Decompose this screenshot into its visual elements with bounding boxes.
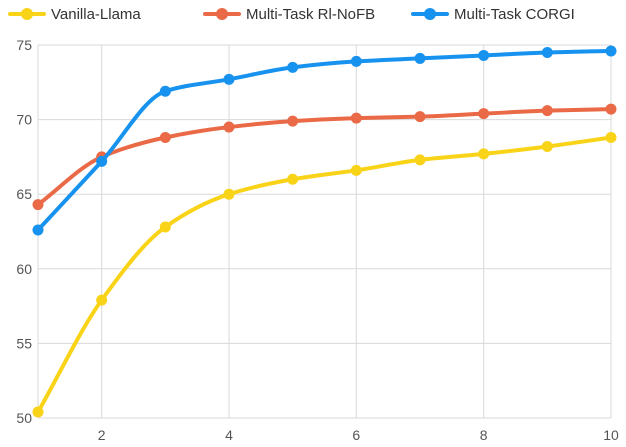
data-point [605,45,617,57]
data-point [414,111,426,123]
data-point [541,46,553,58]
legend-swatch-dot [424,8,436,20]
y-tick-label: 50 [16,410,32,426]
series-line [36,48,613,233]
legend-item: Vanilla-Llama [8,6,141,23]
data-point [223,188,235,200]
y-tick-label: 70 [16,112,32,128]
data-point [478,148,490,160]
data-point [32,406,44,418]
data-point [287,115,299,127]
legend-label: Multi-Task CORGI [454,6,575,23]
y-tick-label: 55 [16,335,32,351]
series-multi-task-rl-nofb [32,103,617,211]
x-tick-label: 8 [480,427,488,443]
data-point [96,155,108,167]
data-point [605,132,617,144]
data-point [350,55,362,67]
data-point [159,221,171,233]
series-line [36,107,613,207]
data-point [414,52,426,64]
data-point [96,294,108,306]
legend-swatch-dot [216,8,228,20]
x-tick-label: 10 [603,427,619,443]
axis-tick-labels: 50 55 60 65 70 75 2 4 6 8 10 [16,37,619,443]
x-tick-label: 2 [98,427,106,443]
data-point [32,199,44,211]
data-point [287,173,299,185]
legend: Vanilla-Llama Multi-Task Rl-NoFB Multi-Tas… [8,6,575,23]
series-line [36,135,613,415]
legend-label: Multi-Task Rl-NoFB [246,6,375,23]
data-point [541,105,553,117]
data-point [605,103,617,115]
data-point [541,140,553,152]
y-tick-label: 60 [16,261,32,277]
grid [37,44,612,419]
series-multi-task-corgi [32,45,617,236]
legend-item: Multi-Task CORGI [411,6,575,23]
series-lines [32,45,617,418]
y-tick-label: 75 [16,37,32,53]
series-vanilla-llama [32,132,617,418]
legend-swatch-dot [21,8,33,20]
data-point [350,112,362,124]
legend-item: Multi-Task Rl-NoFB [203,6,375,23]
data-point [414,154,426,166]
data-point [478,108,490,120]
data-point [223,121,235,133]
legend-label: Vanilla-Llama [51,6,141,23]
data-point [350,164,362,176]
data-point [223,73,235,85]
data-point [32,224,44,236]
x-tick-label: 6 [352,427,360,443]
data-point [287,61,299,73]
data-point [159,85,171,97]
data-point [159,132,171,144]
y-tick-label: 65 [16,186,32,202]
data-point [478,49,490,61]
x-tick-label: 4 [225,427,233,443]
